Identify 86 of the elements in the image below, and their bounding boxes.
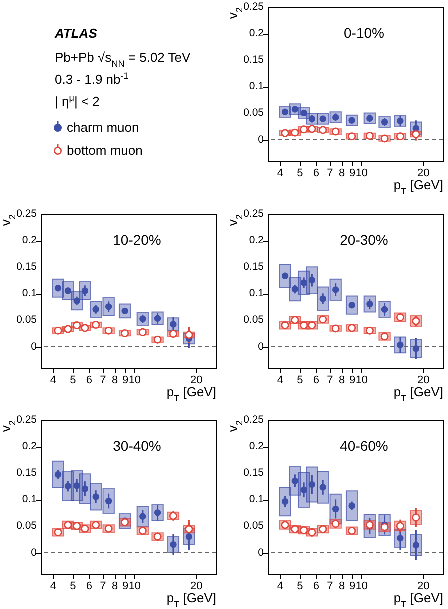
y-tick-label: 0.15 <box>244 261 264 274</box>
text: 30-40% <box>113 438 162 454</box>
x-tick-label: 6 <box>86 374 93 386</box>
x-tick-label: 9 <box>122 580 129 592</box>
y-tick-label: 0.2 <box>22 440 38 453</box>
y-tick-label: 0.05 <box>244 107 264 120</box>
y-tick-label: 0.15 <box>244 54 264 66</box>
x-axis-title: p$_{T}$ [GeV] <box>394 178 444 196</box>
x-tick-label: 10 <box>356 580 368 592</box>
x-tick-label: 5 <box>297 580 304 592</box>
y-tick-label: 0.1 <box>249 80 264 93</box>
x-tick-label: 7 <box>327 374 334 386</box>
x-tick-label: 6 <box>313 374 320 386</box>
y-tick-label: 0 <box>258 134 264 146</box>
text: | η$^{μ}$| < 2 <box>55 93 100 109</box>
x-tick-label: 9 <box>122 374 129 386</box>
y-tick-label: 0.05 <box>244 520 264 532</box>
x-tick-label: 7 <box>327 168 334 180</box>
x-tick-label: 6 <box>86 580 93 592</box>
x-tick-label: 7 <box>100 374 106 386</box>
text: Pb+Pb √s$_{NN}$ = 5.02 TeV <box>55 50 192 69</box>
x-tick-label: 5 <box>70 580 76 592</box>
x-tick-label: 4 <box>277 580 284 592</box>
x-tick-label: 7 <box>327 580 334 592</box>
x-tick-label: 5 <box>297 374 304 386</box>
x-tick-label: 20 <box>190 374 203 386</box>
x-axis-title: p$_{T}$ [GeV] <box>394 590 444 609</box>
text: 10-20% <box>113 232 162 248</box>
x-tick-label: 10 <box>356 168 368 180</box>
text: 0.3 - 1.9 nb$^{-1}$ <box>55 71 129 87</box>
y-tick-label: 0.1 <box>249 288 264 300</box>
y-tick-label: 0.05 <box>16 314 38 326</box>
y-tick-label: 0.25 <box>244 208 264 220</box>
legend-label: bottom muon <box>67 143 143 158</box>
y-tick-label: 0 <box>258 546 264 559</box>
x-tick-label: 20 <box>418 374 430 386</box>
x-tick-label: 6 <box>313 168 320 180</box>
y-tick-label: 0.1 <box>22 494 38 506</box>
x-tick-label: 9 <box>350 580 356 592</box>
y-tick-label: 0.2 <box>22 234 38 247</box>
y-tick-label: 0.05 <box>16 520 38 532</box>
x-tick-label: 20 <box>418 168 430 180</box>
x-tick-label: 6 <box>313 580 320 592</box>
x-tick-label: 10 <box>128 374 142 386</box>
y-tick-label: 0 <box>31 546 38 559</box>
y-tick-label: 0.25 <box>16 414 38 426</box>
y-tick-label: 0.1 <box>22 288 38 300</box>
x-tick-label: 9 <box>350 374 356 386</box>
x-tick-label: 8 <box>339 580 346 592</box>
x-tick-label: 10 <box>356 374 368 386</box>
text: 20-30% <box>340 232 388 248</box>
x-axis-title: p$_{T}$ [GeV] <box>394 384 444 404</box>
y-tick-label: 0.15 <box>244 467 264 480</box>
x-tick-label: 4 <box>277 374 284 386</box>
x-tick-label: 4 <box>277 168 284 180</box>
y-tick-label: 0.15 <box>16 467 38 480</box>
x-tick-label: 8 <box>339 374 346 386</box>
y-tick-label: 0.2 <box>249 234 264 247</box>
x-tick-label: 7 <box>100 580 106 592</box>
y-tick-label: 0.2 <box>249 440 264 453</box>
text: ATLAS <box>54 26 98 41</box>
text: 0-10% <box>344 25 384 41</box>
x-tick-label: 10 <box>128 580 142 592</box>
x-tick-label: 9 <box>350 168 356 180</box>
x-axis-title: p$_{T}$ [GeV] <box>166 384 216 404</box>
x-axis-title: p$_{T}$ [GeV] <box>166 590 216 609</box>
y-tick-label: 0.05 <box>244 314 264 326</box>
legend-label: charm muon <box>67 120 140 135</box>
x-tick-label: 8 <box>339 168 346 180</box>
x-tick-label: 20 <box>418 580 430 592</box>
x-tick-label: 5 <box>70 374 76 386</box>
y-tick-label: 0.25 <box>244 1 264 13</box>
x-tick-label: 4 <box>50 580 56 592</box>
x-tick-label: 20 <box>190 580 203 592</box>
x-tick-label: 8 <box>112 374 118 386</box>
x-tick-label: 5 <box>297 168 304 180</box>
y-tick-label: 0.1 <box>249 494 264 506</box>
x-tick-label: 8 <box>112 580 118 592</box>
y-tick-label: 0.25 <box>244 414 264 426</box>
y-tick-label: 0.2 <box>249 28 264 40</box>
text: 40-60% <box>340 438 388 454</box>
y-tick-label: 0.15 <box>16 261 38 274</box>
y-tick-label: 0.25 <box>16 208 38 220</box>
y-tick-label: 0 <box>258 340 264 353</box>
y-tick-label: 0 <box>31 340 38 353</box>
x-tick-label: 4 <box>50 374 56 386</box>
